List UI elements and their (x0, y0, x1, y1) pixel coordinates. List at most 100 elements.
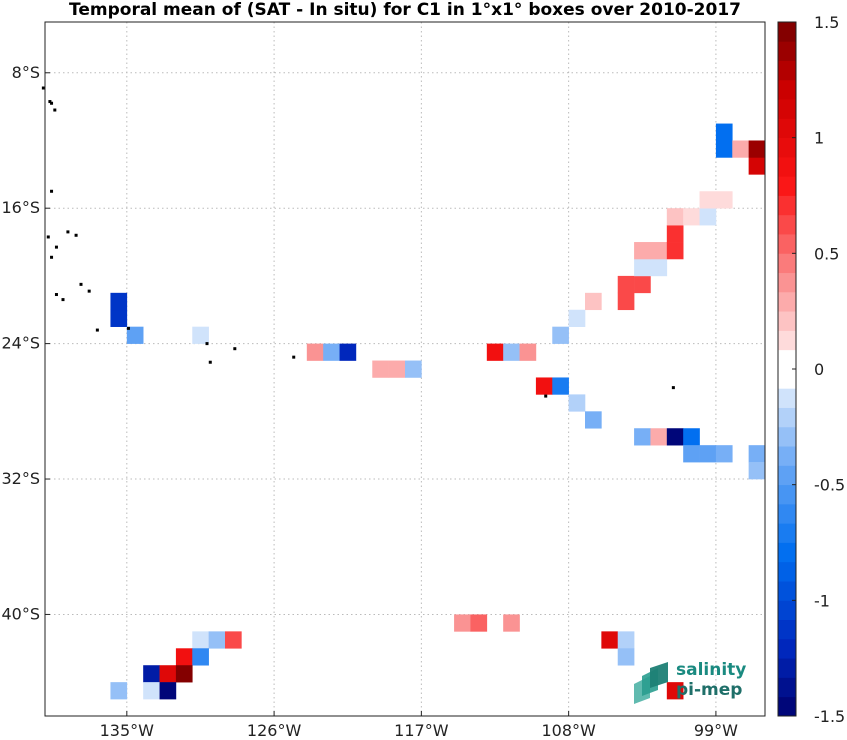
colorbar-segment (778, 22, 796, 42)
colorbar-segment (778, 311, 796, 331)
data-cell (110, 292, 128, 311)
data-cell (568, 394, 586, 412)
data-cell (748, 140, 766, 158)
island-marker (292, 355, 296, 359)
island-marker (87, 289, 91, 293)
x-tick-label: 126°W (247, 721, 302, 740)
data-cell (666, 208, 684, 226)
data-cell (585, 411, 602, 429)
data-cell (617, 648, 635, 666)
colorbar-segment (778, 99, 796, 119)
logo-icon (634, 662, 668, 704)
island-marker (54, 245, 58, 249)
data-cell (126, 326, 144, 344)
colorbar-segment (778, 234, 796, 254)
island-marker (79, 282, 83, 286)
colorbar-segment (778, 523, 796, 543)
data-cell (388, 360, 406, 378)
data-cell (617, 292, 635, 311)
colorbar-segment (778, 465, 796, 486)
data-cell (683, 445, 700, 463)
y-tick-label: 40°S (1, 604, 40, 623)
data-cell (159, 665, 177, 683)
data-cell (650, 428, 668, 446)
data-cell (732, 140, 749, 158)
data-cell (683, 428, 700, 446)
colorbar-segment (778, 272, 796, 293)
island-marker (544, 394, 548, 398)
data-cell (617, 275, 635, 294)
x-tick-label: 135°W (100, 721, 155, 740)
colorbar-segment (778, 677, 796, 698)
data-cell (306, 343, 324, 361)
data-cell (715, 445, 733, 463)
island-marker (50, 101, 54, 105)
data-cell (225, 631, 242, 649)
data-cell (634, 428, 651, 446)
logo-text-salinity: salinity (676, 660, 747, 680)
data-cell (192, 648, 209, 666)
data-cell (634, 242, 651, 260)
colorbar-segment (778, 214, 796, 235)
island-marker (61, 298, 65, 302)
data-cell (503, 343, 520, 361)
colorbar-tick-label: 1.5 (814, 13, 839, 32)
colorbar-segment (778, 137, 796, 158)
colorbar-segment (778, 291, 796, 312)
colorbar-segment (778, 658, 796, 678)
data-cell (486, 343, 504, 361)
plot-frame (44, 21, 766, 717)
data-cell (683, 208, 700, 226)
island-markers (41, 86, 675, 398)
island-marker (233, 347, 237, 351)
data-cell (208, 631, 226, 649)
data-cell (634, 258, 651, 277)
colorbar-segment (778, 118, 796, 139)
colorbar-segment (778, 503, 796, 524)
x-axis-ticks: 135°W 126°W 117°W 108°W 99°W (100, 711, 738, 740)
data-cell (519, 343, 537, 361)
colorbar-segment (778, 156, 796, 177)
island-marker (126, 326, 130, 330)
data-cell (601, 631, 619, 649)
island-marker (205, 342, 209, 346)
colorbar-tick-label: -1.5 (814, 707, 845, 726)
data-cell (552, 326, 569, 344)
colorbar-segment (778, 195, 796, 216)
colorbar-segment (778, 60, 796, 81)
colorbar-segment (778, 484, 796, 505)
data-cell (666, 242, 684, 260)
data-cell (175, 648, 193, 666)
colorbar-segment (778, 446, 796, 466)
salinity-pi-mep-logo: salinity pi-mep (628, 660, 758, 706)
colorbar-segment (778, 426, 796, 447)
data-cell (715, 191, 733, 209)
island-marker (671, 386, 675, 390)
data-cell (699, 191, 717, 209)
x-tick-label: 108°W (541, 721, 596, 740)
data-cell (585, 292, 602, 311)
data-cell (666, 225, 684, 243)
y-axis-ticks: 8°S 16°S 24°S 32°S 40°S (1, 63, 50, 623)
island-marker (53, 108, 57, 112)
colorbar-segment (778, 561, 796, 582)
island-marker (50, 255, 54, 259)
colorbar-segment (778, 407, 796, 428)
data-cell (666, 682, 684, 700)
island-marker (95, 328, 99, 332)
data-cell (339, 343, 357, 361)
data-cell (715, 123, 733, 141)
data-cell (159, 682, 177, 700)
data-cell (110, 682, 128, 700)
data-cell (617, 631, 635, 649)
data-cell (405, 360, 422, 378)
data-cell (535, 377, 553, 395)
data-cell (568, 309, 586, 327)
y-tick-label: 16°S (1, 198, 40, 217)
colorbar-segment (778, 41, 796, 61)
colorbar: 1.5 1 0.5 0 -0.5 -1 -1.5 (777, 13, 845, 726)
data-cell (470, 614, 488, 632)
colorbar-segment (778, 176, 796, 196)
island-marker (48, 100, 52, 104)
